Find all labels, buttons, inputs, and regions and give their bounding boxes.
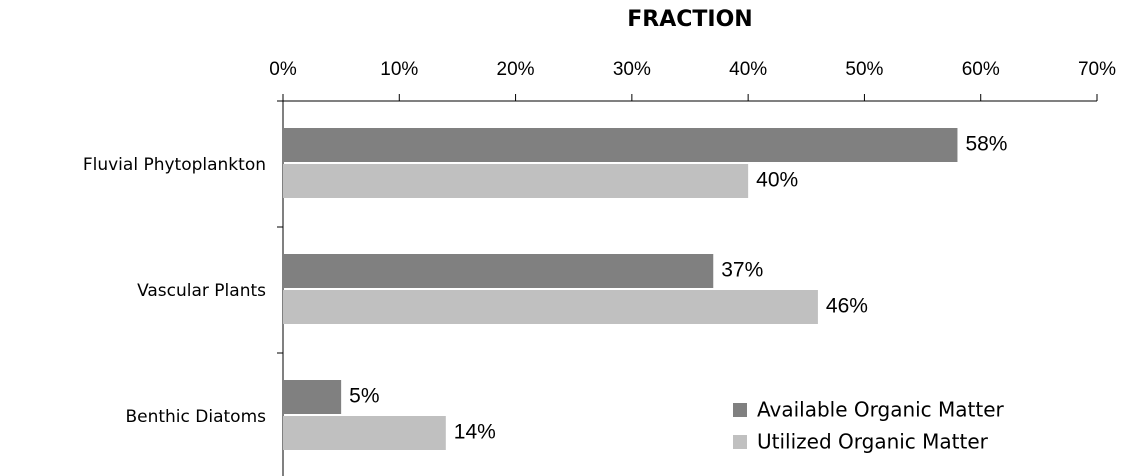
bar	[283, 380, 342, 414]
value-label: 40%	[756, 169, 798, 192]
x-tick-label: 30%	[613, 59, 651, 80]
x-tick-label: 70%	[1078, 59, 1116, 80]
legend-label: Utilized Organic Matter	[757, 430, 989, 454]
legend-label: Available Organic Matter	[757, 398, 1005, 422]
legend-swatch	[733, 435, 747, 449]
x-tick-label: 10%	[380, 59, 418, 80]
value-label: 37%	[721, 259, 763, 282]
x-tick-label: 0%	[269, 59, 297, 80]
x-tick-label: 20%	[497, 59, 535, 80]
bar	[283, 290, 818, 324]
y-tick-label: Benthic Diatoms	[125, 407, 266, 427]
bar	[283, 254, 714, 288]
value-label: 14%	[454, 421, 496, 444]
legend-swatch	[733, 403, 747, 417]
value-label: 58%	[965, 133, 1007, 156]
x-tick-label: 60%	[962, 59, 1000, 80]
y-tick-label: Vascular Plants	[137, 281, 266, 301]
chart-title: FRACTION	[627, 7, 752, 32]
y-tick-label: Fluvial Phytoplankton	[83, 155, 266, 175]
x-tick-label: 40%	[729, 59, 767, 80]
value-label: 46%	[826, 295, 868, 318]
bar	[283, 164, 749, 198]
bar	[283, 128, 958, 162]
value-label: 5%	[349, 385, 379, 408]
bar	[283, 416, 446, 450]
x-tick-label: 50%	[845, 59, 883, 80]
